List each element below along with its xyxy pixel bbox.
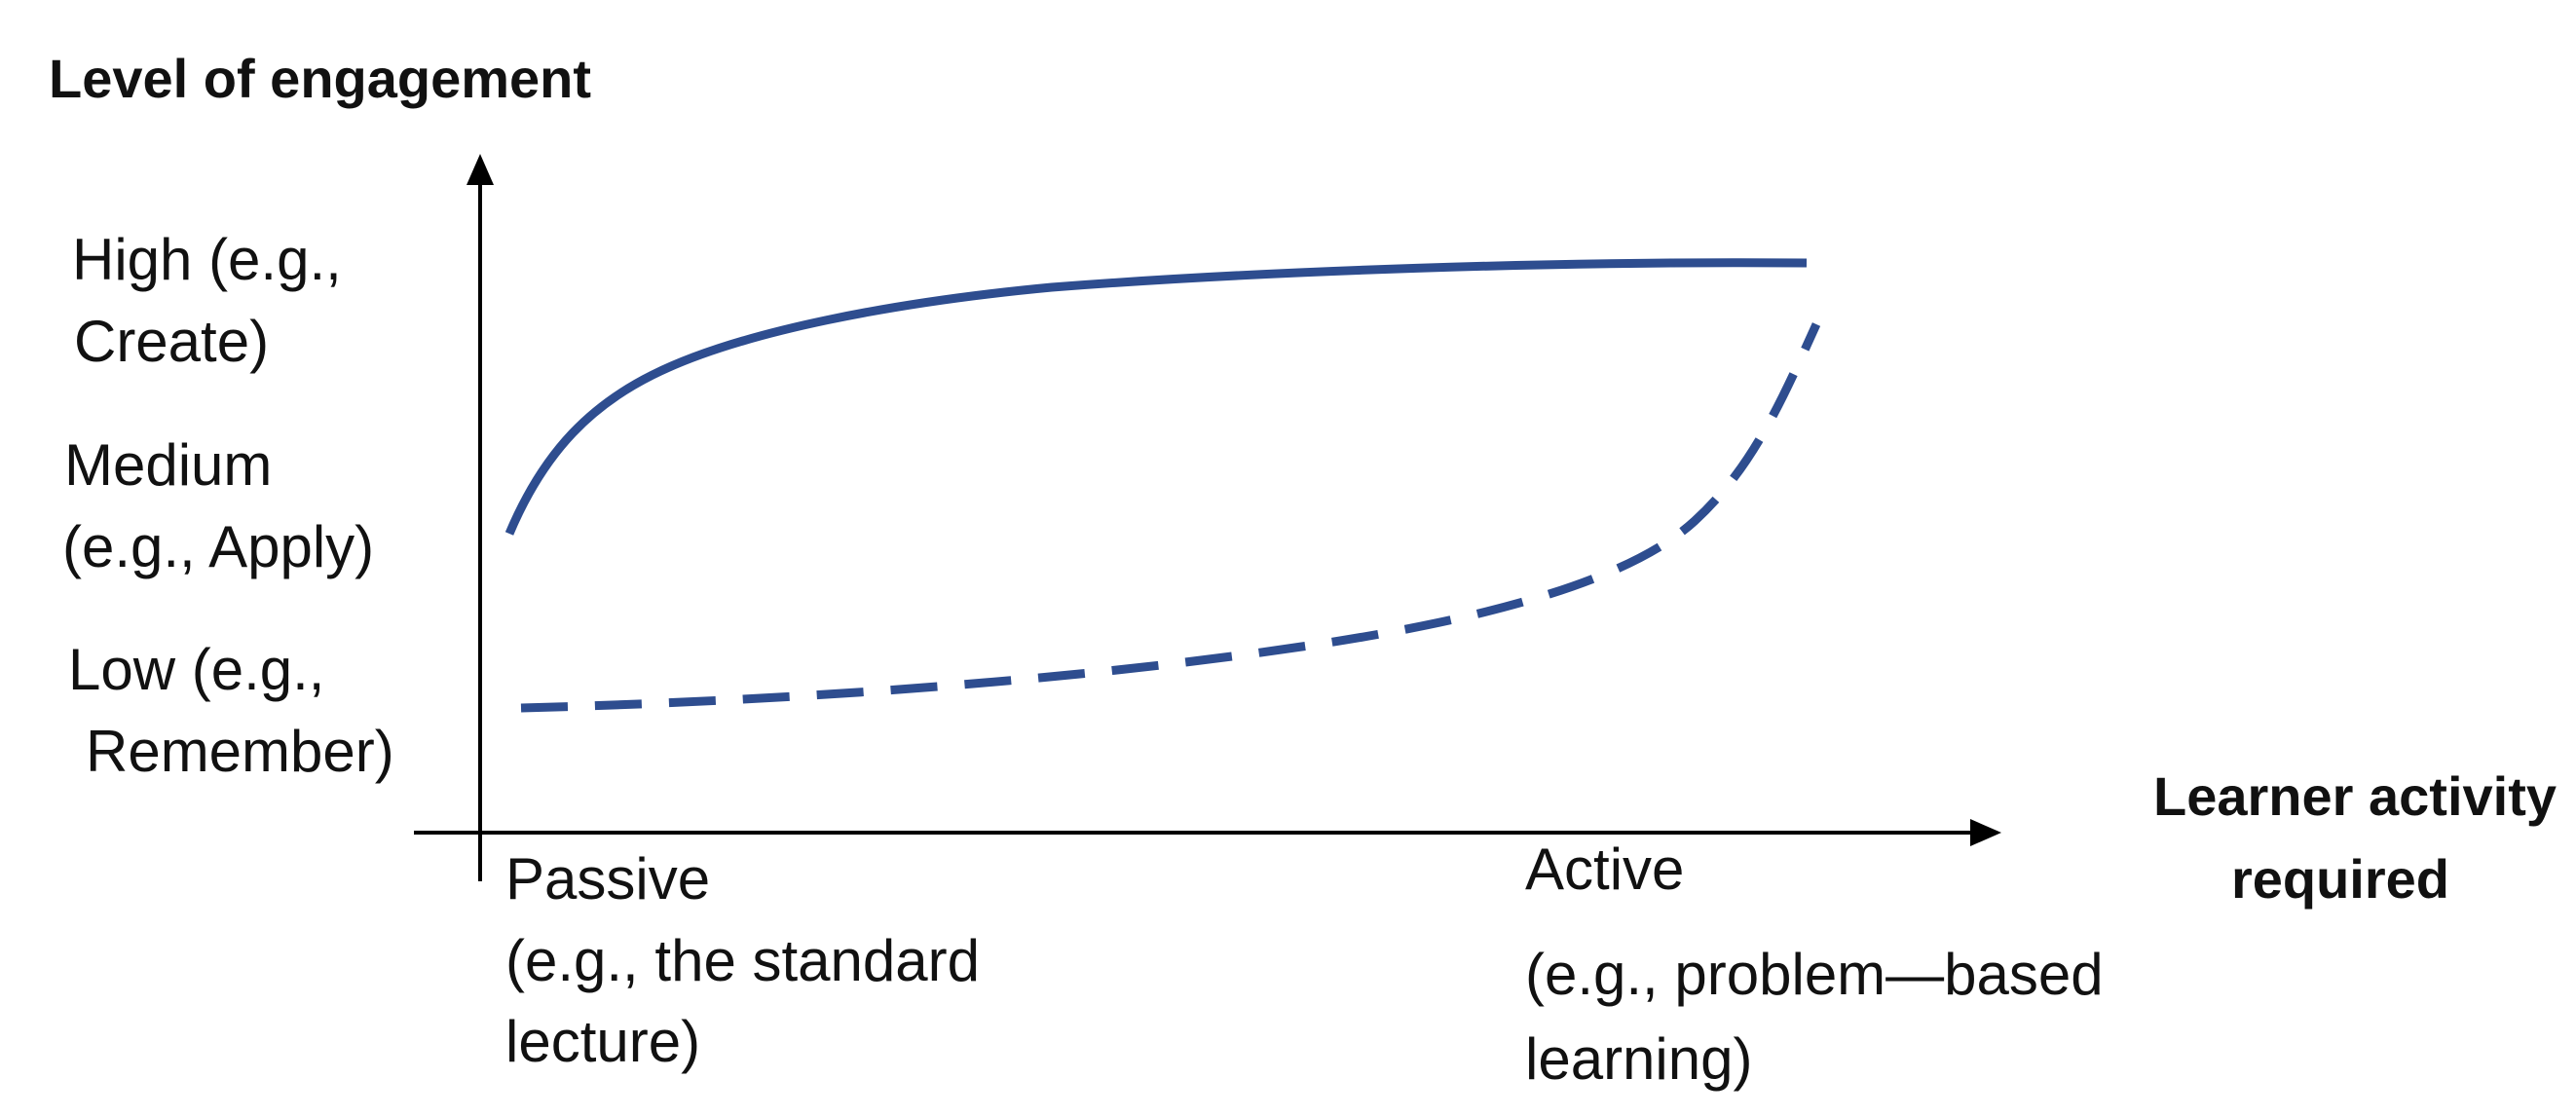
x-tick-passive-line-2: (e.g., the standard xyxy=(505,928,980,993)
x-tick-active-line-3: learning) xyxy=(1525,1026,1752,1092)
x-tick-passive-line-3: lecture) xyxy=(505,1009,700,1074)
y-tick-high-line-2: Create) xyxy=(74,309,269,374)
y-axis-title: Level of engagement xyxy=(49,48,591,109)
y-tick-low-line-1: Low (e.g., xyxy=(68,637,324,702)
x-tick-passive-line-1: Passive xyxy=(505,846,710,911)
y-tick-medium-line-1: Medium xyxy=(64,432,272,498)
x-tick-active: Active (e.g., problem—based learning) xyxy=(1525,837,2104,1092)
y-tick-high: High (e.g., Create) xyxy=(72,227,342,374)
y-tick-medium-line-2: (e.g., Apply) xyxy=(62,514,374,579)
x-tick-passive: Passive (e.g., the standard lecture) xyxy=(505,846,980,1074)
solid-engagement-curve xyxy=(504,258,1808,536)
y-tick-medium: Medium (e.g., Apply) xyxy=(62,432,374,579)
x-tick-active-line-2: (e.g., problem—based xyxy=(1525,942,2104,1007)
x-axis-title-line-1: Learner activity xyxy=(2153,765,2557,827)
x-axis-title: Learner activity required xyxy=(2153,765,2557,910)
y-tick-low-line-2: Remember) xyxy=(86,719,394,784)
y-tick-high-line-1: High (e.g., xyxy=(72,227,342,292)
y-tick-low: Low (e.g., Remember) xyxy=(68,637,394,784)
dashed-engagement-curve xyxy=(520,322,1821,713)
x-axis-arrow xyxy=(1970,819,2001,846)
x-tick-active-line-1: Active xyxy=(1525,837,1684,902)
y-axis-arrow xyxy=(467,154,494,185)
x-axis-title-line-2: required xyxy=(2231,848,2449,910)
